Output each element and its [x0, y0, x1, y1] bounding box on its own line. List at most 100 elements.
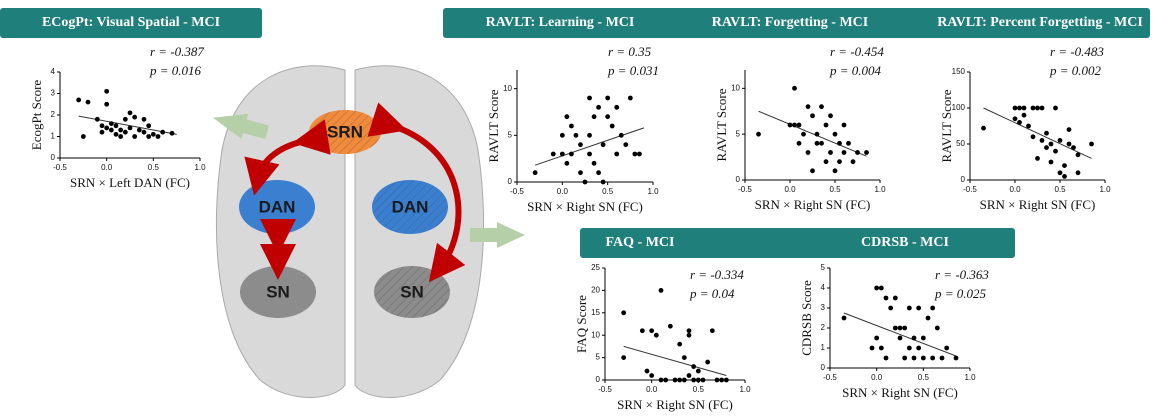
y-tick-label: 50 — [956, 139, 965, 148]
x-tick-label: 0.0 — [557, 187, 569, 196]
point — [824, 159, 829, 164]
annotation: p = 0.04 — [689, 286, 735, 301]
point — [114, 123, 119, 128]
point — [100, 130, 105, 135]
y-tick-label: 1 — [821, 343, 826, 352]
point — [1044, 131, 1049, 136]
point — [104, 102, 109, 107]
x-tick-label: 0.5 — [602, 187, 614, 196]
x-tick-label: 1.0 — [739, 385, 751, 394]
brain-diagram: SRN DAN DAN SN SN — [210, 66, 525, 398]
point — [605, 114, 610, 119]
point — [696, 378, 701, 383]
point — [673, 378, 678, 383]
point — [833, 132, 838, 137]
point — [128, 126, 133, 131]
x-axis-label: SRN × Right SN (FC) — [980, 197, 1096, 212]
point — [605, 96, 610, 101]
point — [628, 96, 633, 101]
point — [907, 346, 912, 351]
point — [610, 124, 615, 129]
point — [601, 180, 606, 185]
x-tick-label: -0.5 — [53, 163, 67, 172]
point — [123, 117, 128, 122]
point — [560, 152, 565, 157]
point — [1031, 106, 1036, 111]
x-tick-label: 1.0 — [964, 373, 976, 382]
point — [132, 115, 137, 120]
y-tick-label: 15 — [591, 308, 600, 317]
point — [819, 141, 824, 146]
point — [587, 152, 592, 157]
point — [118, 128, 123, 133]
trend-line — [844, 313, 956, 356]
y-tick-label: 0 — [821, 363, 826, 372]
point — [104, 89, 109, 94]
point — [687, 328, 692, 333]
point — [944, 346, 949, 351]
point — [797, 123, 802, 128]
x-tick-label: -0.5 — [963, 185, 977, 194]
point — [614, 152, 619, 157]
point — [691, 364, 696, 369]
point — [930, 306, 935, 311]
point — [142, 130, 147, 135]
point — [614, 105, 619, 110]
point — [1035, 156, 1040, 161]
point — [551, 152, 556, 157]
point — [569, 152, 574, 157]
point — [649, 328, 654, 333]
point — [621, 355, 626, 360]
node-label: SRN — [327, 122, 363, 141]
point — [1040, 106, 1045, 111]
x-tick-label: 0.5 — [148, 163, 160, 172]
y-axis-label: RAVLT Score — [714, 88, 729, 161]
point — [1076, 170, 1081, 175]
point — [682, 378, 687, 383]
point — [95, 117, 100, 122]
y-tick-label: 5 — [821, 263, 826, 272]
point — [1040, 138, 1045, 143]
point — [806, 104, 811, 109]
x-axis-label: SRN × Right SN (FC) — [755, 197, 871, 212]
y-tick-label: 5 — [596, 353, 601, 362]
x-tick-label: -0.5 — [738, 185, 752, 194]
point — [1058, 170, 1063, 175]
point — [109, 121, 114, 126]
x-tick-label: 0.5 — [829, 185, 841, 194]
y-axis-label: RAVLT Score — [939, 89, 954, 162]
point — [1076, 152, 1081, 157]
chart-title: RAVLT: Learning - MCI — [486, 15, 635, 30]
point — [828, 113, 833, 118]
point — [691, 378, 696, 383]
point — [86, 100, 91, 105]
x-axis-label: SRN × Left DAN (FC) — [70, 175, 190, 190]
point — [842, 316, 847, 321]
annotation: r = -0.454 — [830, 44, 884, 59]
point — [592, 161, 597, 166]
point — [645, 369, 650, 374]
y-tick-label: 4 — [51, 67, 56, 76]
y-tick-label: 10 — [591, 330, 600, 339]
point — [981, 126, 986, 131]
x-tick-label: 0.0 — [871, 373, 883, 382]
y-tick-label: 0 — [736, 175, 741, 184]
annotation: p = 0.002 — [1049, 63, 1102, 78]
x-axis-label: SRN × Right SN (FC) — [842, 385, 958, 400]
point — [677, 342, 682, 347]
x-tick-label: -0.5 — [510, 187, 524, 196]
point — [564, 114, 569, 119]
point — [898, 326, 903, 331]
point — [596, 170, 601, 175]
node-label: SN — [266, 282, 290, 301]
point — [902, 326, 907, 331]
point — [578, 170, 583, 175]
x-tick-label: 0.0 — [646, 385, 658, 394]
point — [114, 132, 119, 137]
point — [888, 306, 893, 311]
point — [879, 346, 884, 351]
y-axis-label: FAQ Score — [574, 295, 589, 353]
point — [81, 134, 86, 139]
point — [619, 133, 624, 138]
point — [792, 123, 797, 128]
